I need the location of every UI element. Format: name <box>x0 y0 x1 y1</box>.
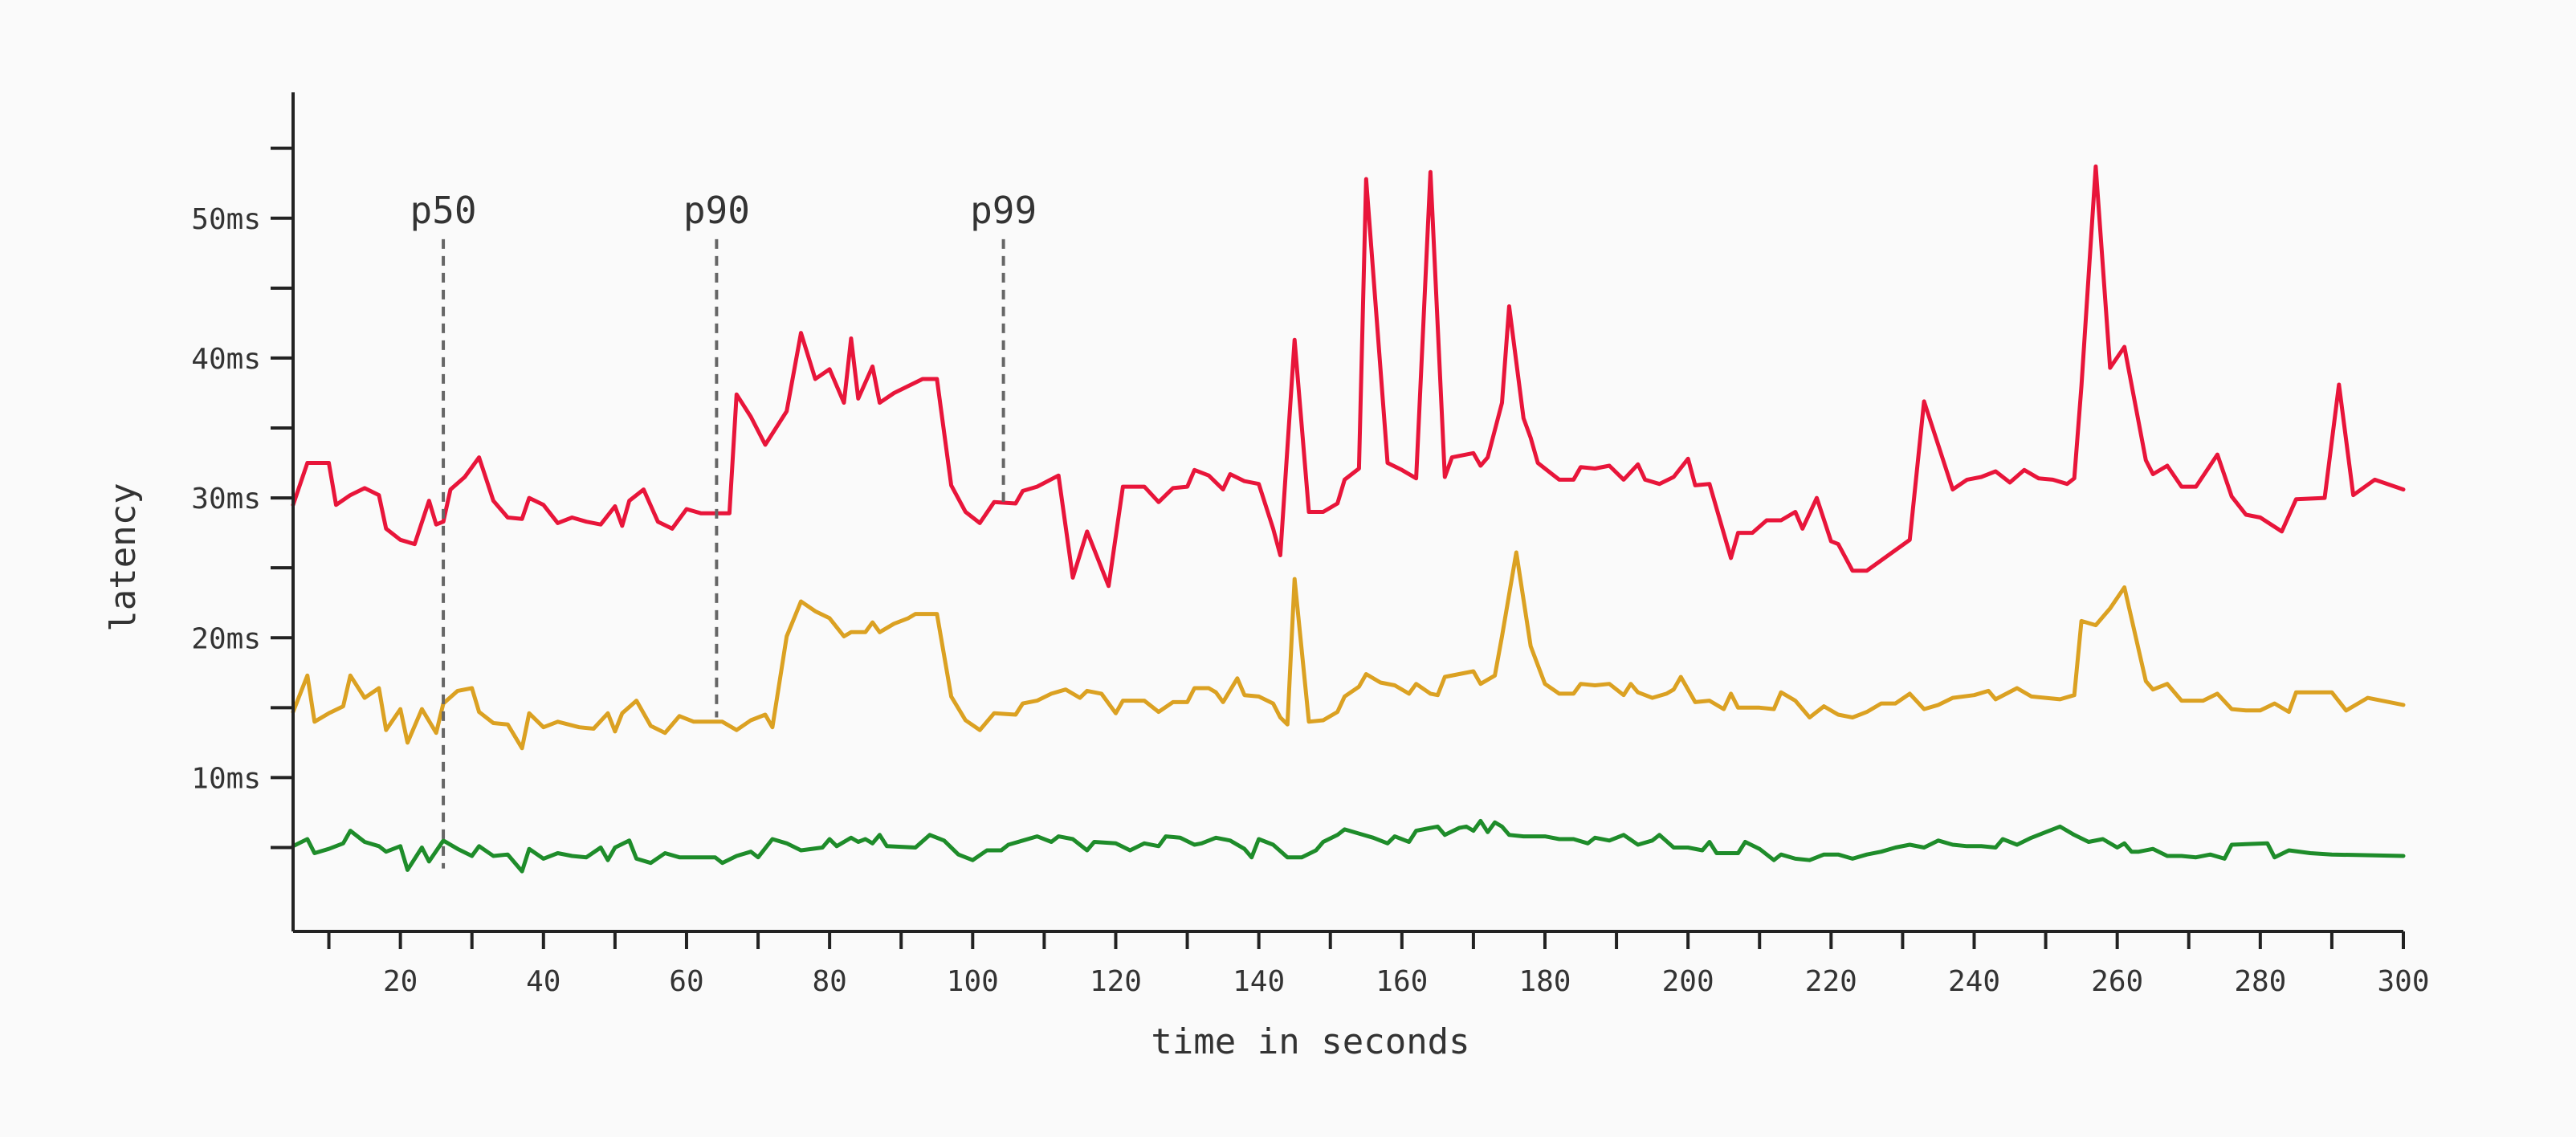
x-tick-label: 160 <box>1376 965 1428 998</box>
x-tick-label: 140 <box>1233 965 1285 998</box>
plot-area: p50 p90 p99 <box>291 164 2406 874</box>
marker-label-p50: p50 <box>410 189 477 232</box>
y-tick-label: 50ms <box>191 203 261 236</box>
x-tick-label: 280 <box>2234 965 2286 998</box>
x-tick-label: 240 <box>1948 965 2000 998</box>
x-axis-title: time in seconds <box>1151 1021 1469 1062</box>
series-line-1 <box>291 550 2406 751</box>
x-tick-label: 80 <box>812 965 846 998</box>
x-tick-label: 220 <box>1805 965 1857 998</box>
x-axis-ticks: 20 40 60 80 100 120 140 160 180 200 220 240 260 280 30… <box>327 931 2430 998</box>
series-line-2 <box>291 818 2406 874</box>
marker-label-p99: p99 <box>970 189 1037 232</box>
y-tick-label: 30ms <box>191 483 261 516</box>
y-tick-label: 10ms <box>191 762 261 795</box>
y-axis-ticks: 10ms 20ms 30ms 40ms 50ms <box>191 146 293 850</box>
x-tick-label: 180 <box>1518 965 1571 998</box>
x-tick-label: 20 <box>383 965 418 998</box>
x-tick-label: 120 <box>1090 965 1142 998</box>
series-line-0 <box>291 164 2406 589</box>
x-tick-label: 300 <box>2377 965 2429 998</box>
x-tick-label: 100 <box>947 965 999 998</box>
x-tick-label: 40 <box>526 965 560 998</box>
marker-label-p90: p90 <box>683 189 750 232</box>
x-tick-label: 200 <box>1662 965 1714 998</box>
x-tick-label: 60 <box>669 965 703 998</box>
y-axis-title: latency <box>103 483 144 631</box>
y-tick-label: 40ms <box>191 343 261 376</box>
y-tick-label: 20ms <box>191 622 261 655</box>
x-tick-label: 260 <box>2091 965 2143 998</box>
